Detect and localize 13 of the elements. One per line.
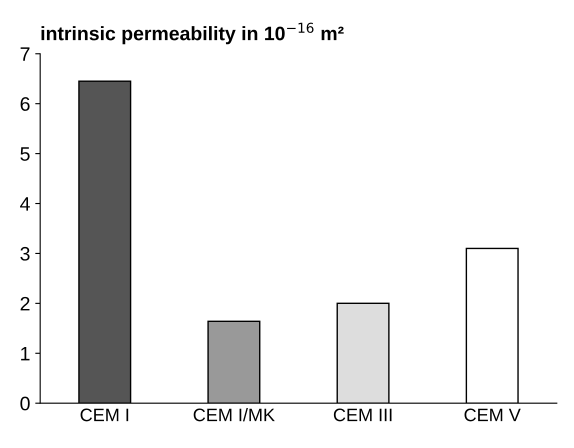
x-tick-label: CEM I/MK	[194, 408, 275, 422]
x-tick-label: CEM I	[80, 408, 128, 422]
y-tick-label: 5	[20, 147, 30, 161]
y-tick-label: 3	[20, 246, 30, 261]
x-tick-label: CEM III	[334, 408, 392, 422]
y-tick-label: 6	[20, 97, 30, 111]
y-tick-label: 4	[20, 197, 30, 211]
y-tick-label: 0	[20, 396, 30, 410]
y-tick-label: 1	[21, 346, 30, 360]
chart-title: intrinsic permeability in 10$^{−16}$ m²	[42, 22, 344, 44]
x-tick-label: CEM V	[464, 408, 521, 422]
y-tick-label: 2	[20, 296, 30, 310]
y-tick-label: 7	[20, 47, 30, 61]
